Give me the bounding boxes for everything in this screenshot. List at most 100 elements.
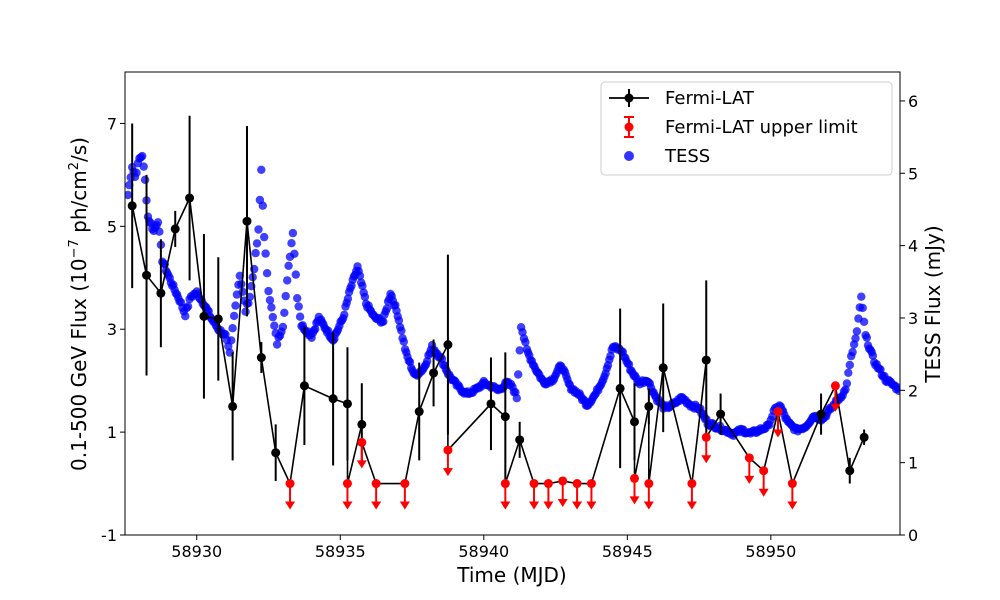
tess-point (355, 271, 365, 281)
tess-point (857, 292, 866, 301)
y-right-tick-label: 1 (908, 454, 918, 473)
upper-limit-point (773, 407, 783, 417)
tess-point (125, 190, 133, 200)
x-axis-title: Time (MJD) (456, 563, 566, 587)
upper-limit-point (529, 479, 539, 489)
tess-point (295, 312, 305, 321)
plot-frame (124, 71, 901, 536)
upper-limit-point (644, 479, 654, 489)
upper-limit-arrow (572, 501, 583, 510)
legend-box (600, 81, 893, 176)
tess-point (262, 269, 272, 278)
tess-point (358, 281, 367, 291)
upper-limit-arrow (643, 501, 654, 510)
upper-limit-point (787, 479, 797, 489)
legend-label-tess: TESS (664, 146, 710, 167)
fermi-point (414, 407, 424, 417)
tess-point (894, 386, 900, 395)
y-right-tick-label: 0 (908, 526, 918, 545)
fermi-point (156, 288, 166, 298)
y-left-tick-label: 7 (107, 114, 117, 133)
fermi-point (615, 383, 625, 393)
x-tick-label: 58950 (745, 542, 796, 561)
upper-limit-arrow (399, 501, 410, 510)
tess-point (251, 248, 260, 258)
upper-limit-arrow (285, 501, 296, 510)
fermi-series (127, 115, 869, 510)
upper-limit-arrow (586, 501, 597, 510)
tess-point (241, 307, 250, 316)
tess-point (132, 168, 141, 177)
tess-point (852, 327, 862, 336)
tess-point (288, 228, 298, 238)
tess-point (257, 165, 266, 174)
y-right-tick-label: 3 (908, 309, 918, 328)
upper-limit-arrow (744, 475, 755, 484)
upper-limit-point (285, 479, 295, 489)
y-right-tick-label: 4 (908, 237, 918, 256)
fermi-point (859, 432, 869, 442)
tess-point (261, 249, 270, 258)
tess-point (842, 379, 852, 388)
upper-limit-arrow (529, 501, 540, 510)
upper-limit-point (500, 479, 510, 489)
tess-point (237, 279, 246, 289)
upper-limit-point (572, 479, 582, 489)
fermi-point (500, 412, 510, 422)
upper-limit-point (443, 445, 453, 455)
tess-point (844, 368, 853, 377)
y-axis-left-title: 0.1-500 GeV Flux (10−7 ph/cm2/s) (67, 137, 91, 471)
upper-limit-point (744, 453, 754, 463)
upper-limit-arrow (686, 501, 697, 510)
y-right-tick-label: 6 (908, 92, 918, 111)
legend-label-fermi: Fermi-LAT (665, 88, 755, 109)
tess-point (153, 218, 163, 227)
legend-label-upper-limit: Fermi-LAT upper limit (665, 117, 858, 138)
fermi-point (629, 417, 639, 427)
tess-point (848, 347, 857, 357)
tess-point (155, 227, 164, 236)
tess-point (228, 324, 237, 333)
fermi-point (170, 224, 180, 234)
tess-point (394, 316, 404, 325)
legend: Fermi-LAT Fermi-LAT upper limit TESS (600, 81, 893, 176)
tess-point (862, 333, 871, 342)
upper-limit-arrow (830, 403, 841, 412)
y-left-tick-label: 3 (107, 320, 117, 339)
tess-point (183, 302, 193, 311)
upper-limit-point (830, 381, 840, 391)
tess-point (851, 334, 860, 343)
upper-limit-point (629, 473, 639, 483)
y-axis-left: -1 1 3 5 7 (101, 114, 125, 545)
tess-point (859, 317, 869, 326)
tess-point (254, 225, 263, 234)
x-tick-label: 58935 (315, 542, 366, 561)
fermi-point (357, 419, 367, 429)
upper-limit-arrow (442, 468, 453, 477)
upper-limit-arrow (557, 498, 568, 507)
upper-limit-point (586, 479, 596, 489)
x-tick-label: 58940 (458, 542, 509, 561)
fermi-point (443, 340, 453, 350)
upper-limit-arrow (629, 496, 640, 505)
fermi-point (271, 448, 281, 458)
fermi-point (515, 435, 525, 445)
tess-point (606, 351, 615, 361)
tess-point (140, 175, 150, 184)
upper-limit-arrow (543, 501, 554, 510)
tess-point (258, 201, 267, 210)
upper-limit-point (357, 437, 367, 447)
tess-point (518, 328, 527, 337)
tess-point (265, 296, 275, 305)
upper-limit-point (543, 479, 553, 489)
x-tick-label: 58930 (171, 542, 222, 561)
tess-point (229, 311, 239, 321)
tess-point (270, 321, 279, 330)
y-right-tick-label: 2 (908, 381, 918, 400)
fermi-point (256, 353, 266, 363)
tess-point (238, 287, 247, 296)
tess-point (231, 301, 240, 310)
upper-limit-arrow (758, 488, 769, 497)
tess-point (521, 337, 530, 347)
upper-limit-arrow (342, 501, 353, 510)
